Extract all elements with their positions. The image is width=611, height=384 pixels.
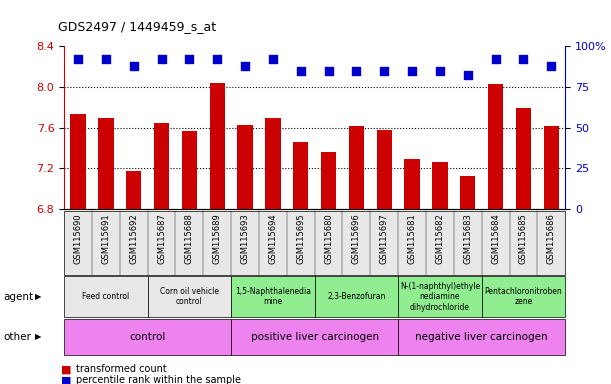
Bar (544, 126, 559, 209)
Bar (404, 159, 420, 209)
Text: 2,3-Benzofuran: 2,3-Benzofuran (327, 292, 386, 301)
Bar (293, 142, 309, 209)
Text: agent: agent (3, 291, 33, 302)
Text: GSM115694: GSM115694 (268, 213, 277, 264)
Point (185, 56, 194, 62)
Point (435, 68, 445, 74)
Text: Corn oil vehicle
control: Corn oil vehicle control (160, 287, 219, 306)
Text: Feed control: Feed control (82, 292, 130, 301)
Text: GSM115686: GSM115686 (547, 213, 556, 264)
Text: GSM115688: GSM115688 (185, 213, 194, 264)
Text: positive liver carcinogen: positive liver carcinogen (251, 332, 379, 342)
Bar (265, 119, 280, 209)
Point (519, 56, 529, 62)
Point (379, 68, 389, 74)
Point (73, 56, 83, 62)
Bar (349, 126, 364, 209)
Text: GSM115684: GSM115684 (491, 213, 500, 264)
Point (156, 56, 166, 62)
Bar (376, 130, 392, 209)
Text: negative liver carcinogen: negative liver carcinogen (415, 332, 548, 342)
Text: GSM115692: GSM115692 (130, 213, 138, 264)
Text: other: other (3, 332, 31, 342)
Bar (238, 125, 253, 209)
Text: GSM115685: GSM115685 (519, 213, 528, 264)
Text: GDS2497 / 1449459_s_at: GDS2497 / 1449459_s_at (58, 20, 216, 33)
Text: ■: ■ (61, 364, 71, 374)
Bar (70, 114, 86, 209)
Point (546, 63, 556, 69)
Bar (516, 108, 531, 209)
Text: GSM115693: GSM115693 (241, 213, 249, 264)
Point (268, 56, 278, 62)
Point (101, 56, 111, 62)
Point (129, 63, 139, 69)
Bar (321, 152, 336, 209)
Bar (154, 122, 169, 209)
Text: GSM115680: GSM115680 (324, 213, 333, 264)
Bar (98, 119, 114, 209)
Point (463, 73, 473, 79)
Text: GSM115695: GSM115695 (296, 213, 306, 264)
Point (491, 56, 500, 62)
Bar (126, 170, 141, 209)
Bar (181, 131, 197, 209)
Point (240, 63, 250, 69)
Bar (488, 84, 503, 209)
Text: N-(1-naphthyl)ethyle
nediamine
dihydrochloride: N-(1-naphthyl)ethyle nediamine dihydroch… (400, 282, 480, 311)
Text: GSM115697: GSM115697 (380, 213, 389, 264)
Point (407, 68, 417, 74)
Text: 1,5-Naphthalenedia
mine: 1,5-Naphthalenedia mine (235, 287, 311, 306)
Text: Pentachloronitroben
zene: Pentachloronitroben zene (485, 287, 562, 306)
Text: GSM115690: GSM115690 (73, 213, 82, 264)
Point (296, 68, 306, 74)
Text: transformed count: transformed count (76, 364, 167, 374)
Text: GSM115689: GSM115689 (213, 213, 222, 264)
Point (213, 56, 222, 62)
Text: GSM115696: GSM115696 (352, 213, 361, 264)
Text: GSM115691: GSM115691 (101, 213, 111, 264)
Bar (210, 83, 225, 209)
Point (324, 68, 334, 74)
Text: GSM115687: GSM115687 (157, 213, 166, 264)
Text: ■: ■ (61, 375, 71, 384)
Text: GSM115683: GSM115683 (463, 213, 472, 264)
Text: ▶: ▶ (35, 333, 42, 341)
Text: control: control (130, 332, 166, 342)
Text: GSM115681: GSM115681 (408, 213, 417, 264)
Text: percentile rank within the sample: percentile rank within the sample (76, 375, 241, 384)
Text: ▶: ▶ (35, 292, 42, 301)
Bar (432, 162, 448, 209)
Point (351, 68, 361, 74)
Text: GSM115682: GSM115682 (436, 213, 444, 264)
Bar (460, 175, 475, 209)
